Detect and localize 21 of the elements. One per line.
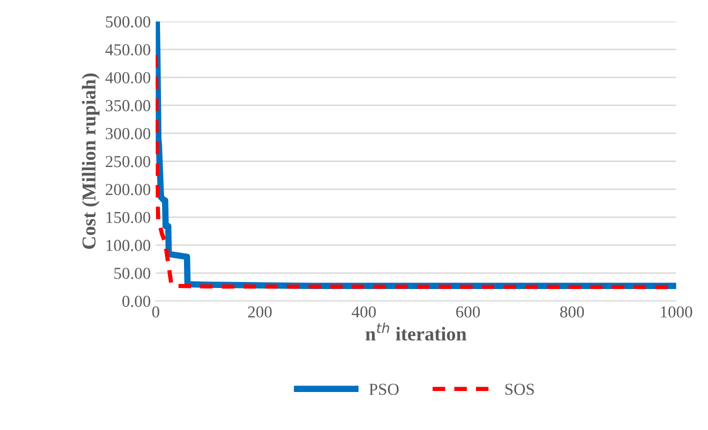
- legend-label: PSO: [369, 384, 399, 395]
- y-tick-label: 450.00: [105, 44, 150, 56]
- y-tick-label: 250.00: [106, 156, 150, 168]
- x-tick-label: 200: [248, 306, 272, 318]
- x-axis-title: n$^{th}$ iteration: [366, 322, 466, 341]
- x-tick-label: 600: [456, 306, 480, 318]
- y-tick-label: 500.00: [106, 16, 150, 28]
- y-tick-label: 300.00: [106, 128, 150, 140]
- y-tick-label: 0.00: [122, 296, 150, 308]
- x-tick-label: 400: [352, 306, 376, 318]
- y-tick-label: 350.00: [106, 100, 150, 112]
- y-tick-label: 150.00: [106, 212, 150, 224]
- x-tick-label: 0: [152, 306, 160, 318]
- x-tick-label: 1000: [660, 306, 692, 318]
- y-tick-label: 200.00: [106, 184, 150, 196]
- y-tick-label: 50.00: [114, 268, 150, 280]
- y-tick-label: 400.00: [105, 72, 150, 84]
- x-tick-label: 800: [560, 306, 584, 318]
- y-axis-title: Cost (Million rupiah): [82, 74, 100, 249]
- legend-label: SOS: [505, 384, 534, 395]
- y-tick-label: 100.00: [106, 240, 150, 252]
